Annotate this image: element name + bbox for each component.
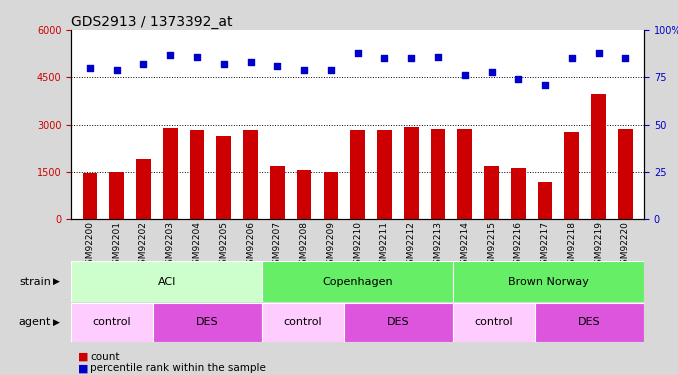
Text: control: control — [93, 317, 132, 327]
Text: DES: DES — [387, 317, 410, 327]
Bar — [511, 168, 525, 219]
Bar — [243, 130, 258, 219]
Text: ACI: ACI — [157, 277, 176, 286]
Text: percentile rank within the sample: percentile rank within the sample — [90, 363, 266, 373]
Text: control: control — [284, 317, 323, 327]
Bar — [270, 166, 285, 219]
Point — [566, 56, 577, 62]
Bar — [377, 130, 392, 219]
Bar — [565, 132, 579, 219]
Point — [218, 61, 229, 67]
Bar — [216, 136, 231, 219]
Text: ■: ■ — [78, 363, 88, 373]
Bar — [351, 130, 365, 219]
Bar — [344, 303, 453, 342]
Bar — [453, 303, 535, 342]
Point — [192, 54, 203, 60]
Point — [405, 56, 416, 62]
Point — [593, 50, 604, 56]
Text: ■: ■ — [78, 352, 88, 362]
Text: GDS2913 / 1373392_at: GDS2913 / 1373392_at — [71, 15, 233, 29]
Text: DES: DES — [578, 317, 601, 327]
Point — [353, 50, 363, 56]
Bar — [453, 261, 644, 302]
Bar — [163, 129, 178, 219]
Bar — [431, 129, 445, 219]
Bar — [591, 94, 606, 219]
Bar — [535, 303, 644, 342]
Text: Brown Norway: Brown Norway — [508, 277, 589, 286]
Point — [459, 72, 470, 78]
Bar — [297, 170, 311, 219]
Point — [486, 69, 497, 75]
Bar — [458, 129, 472, 219]
Point — [245, 59, 256, 65]
Bar — [538, 182, 553, 219]
Bar — [136, 159, 151, 219]
Bar — [71, 303, 153, 342]
Bar — [190, 130, 204, 219]
Point — [111, 67, 122, 73]
Point — [379, 56, 390, 62]
Point — [85, 65, 96, 71]
Text: ▶: ▶ — [53, 277, 60, 286]
Point — [299, 67, 310, 73]
Bar — [71, 261, 262, 302]
Point — [540, 82, 551, 88]
Bar — [153, 303, 262, 342]
Bar — [484, 166, 499, 219]
Point — [272, 63, 283, 69]
Text: count: count — [90, 352, 120, 362]
Point — [620, 56, 631, 62]
Text: agent: agent — [18, 317, 51, 327]
Bar — [109, 172, 124, 219]
Point — [325, 67, 336, 73]
Point — [165, 52, 176, 58]
Text: ▶: ▶ — [53, 318, 60, 327]
Text: control: control — [475, 317, 513, 327]
Bar — [83, 172, 97, 219]
Bar — [618, 129, 633, 219]
Point — [513, 76, 523, 82]
Bar — [323, 172, 338, 219]
Point — [138, 61, 149, 67]
Bar — [262, 303, 344, 342]
Text: Copenhagen: Copenhagen — [322, 277, 393, 286]
Text: strain: strain — [19, 277, 51, 286]
Bar — [262, 261, 453, 302]
Text: DES: DES — [197, 317, 219, 327]
Bar — [404, 127, 418, 219]
Point — [433, 54, 443, 60]
